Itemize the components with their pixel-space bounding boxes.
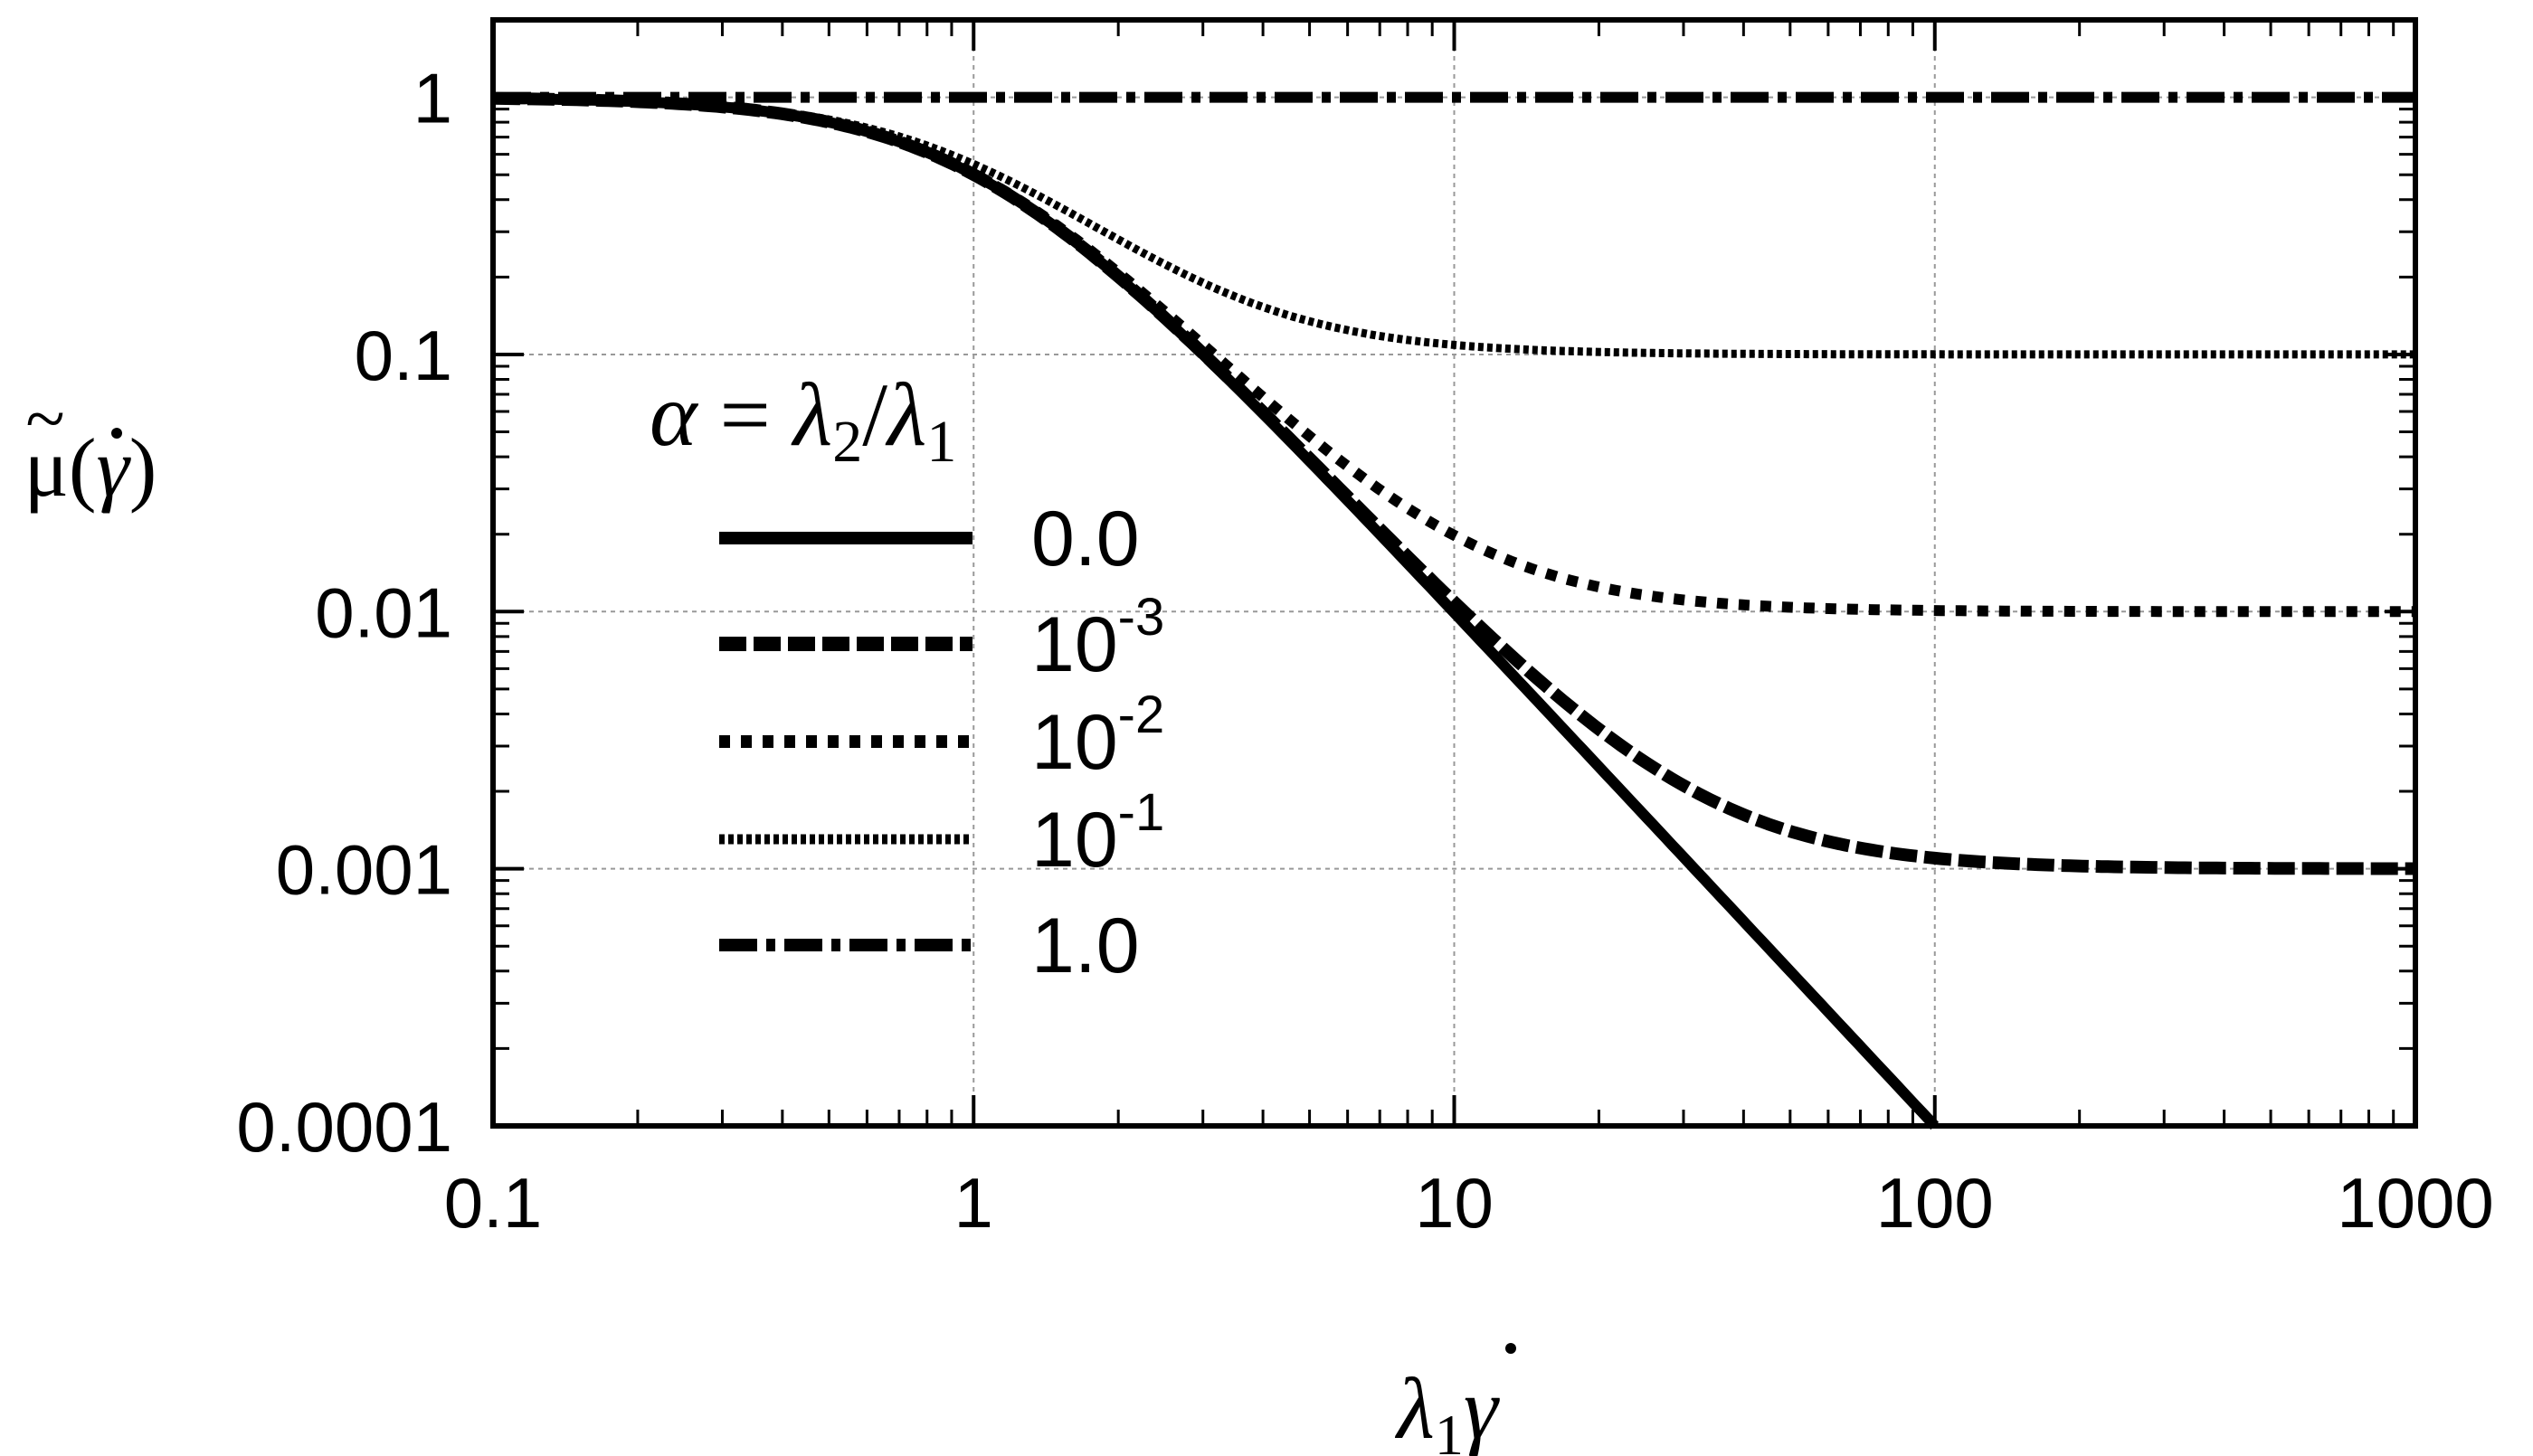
series-layer bbox=[492, 91, 2415, 1130]
x-tick-label: 1 bbox=[954, 1163, 993, 1243]
y-axis-title: μ(γ) bbox=[24, 421, 157, 514]
y-axis: 1 0.1 0.01 0.001 0.0001 bbox=[236, 59, 2415, 1167]
x-tick-label: 10 bbox=[1415, 1163, 1494, 1243]
x-axis-title: λ1γ bbox=[1394, 1360, 1500, 1456]
legend-label: 10-2 bbox=[1031, 685, 1164, 786]
y-tick-label: 1 bbox=[413, 59, 452, 138]
x-tick-label: 1000 bbox=[2337, 1163, 2494, 1243]
y-axis-title-dot bbox=[111, 428, 122, 439]
legend-label: 0.0 bbox=[1031, 496, 1140, 582]
x-axis-title-dot bbox=[1505, 1343, 1516, 1354]
x-tick-label: 0.1 bbox=[444, 1163, 542, 1243]
series-line-3 bbox=[492, 94, 2415, 359]
x-tick-label: 100 bbox=[1876, 1163, 1994, 1243]
series-line-2 bbox=[492, 92, 2415, 618]
legend-label: 10-3 bbox=[1031, 588, 1164, 688]
legend-label: 1.0 bbox=[1031, 903, 1140, 989]
legend-title: α = λ2/λ1 bbox=[650, 364, 956, 475]
y-axis-title-tilde: ~ bbox=[25, 380, 64, 459]
y-tick-label: 0.0001 bbox=[236, 1087, 452, 1167]
legend-label: 10-1 bbox=[1031, 783, 1164, 884]
y-tick-label: 0.1 bbox=[355, 316, 452, 395]
y-tick-label: 0.01 bbox=[315, 572, 452, 652]
y-tick-label: 0.001 bbox=[276, 830, 452, 910]
x-axis: 0.1 1 10 100 1000 bbox=[444, 20, 2494, 1243]
legend: α = λ2/λ1 0.010-310-210-1 1.0 bbox=[650, 364, 1164, 989]
